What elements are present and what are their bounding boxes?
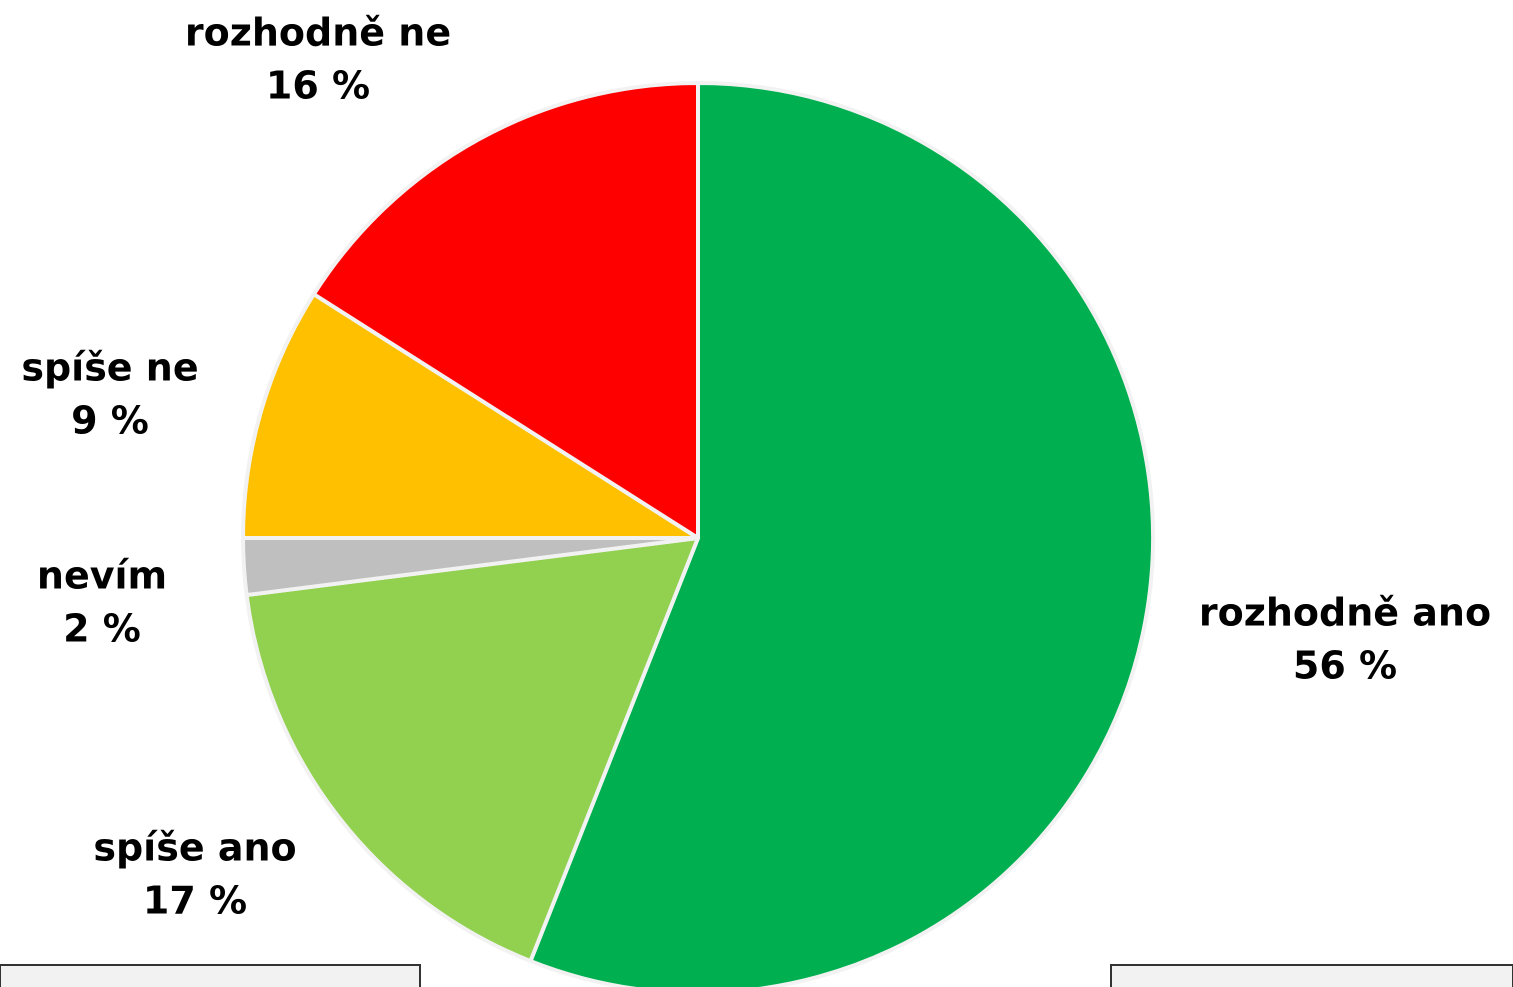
pie-slice (311, 81, 700, 540)
slice-value-label: 16 % (266, 64, 370, 108)
pie-slice (241, 292, 700, 540)
pie-slice (244, 536, 700, 964)
slice-label: rozhodně ano (1199, 591, 1491, 635)
labels: rozhodně ano 56 % spíše ano 17 % nevím 2 % spí… (21, 11, 1491, 923)
footer-box-left (0, 964, 421, 987)
pie (241, 81, 1155, 987)
footer-box-right (1110, 964, 1513, 987)
slice-value-label: 56 % (1293, 644, 1397, 688)
pie-slice (528, 81, 1155, 987)
slice-label: spíše ano (93, 826, 296, 870)
slice-value-label: 2 % (63, 607, 141, 651)
slice-label: spíše ne (21, 346, 198, 390)
slice-label: rozhodně ne (185, 11, 451, 55)
slice-label: nevím (37, 554, 167, 598)
slice-value-label: 17 % (143, 879, 247, 923)
slice-value-label: 9 % (71, 399, 149, 443)
